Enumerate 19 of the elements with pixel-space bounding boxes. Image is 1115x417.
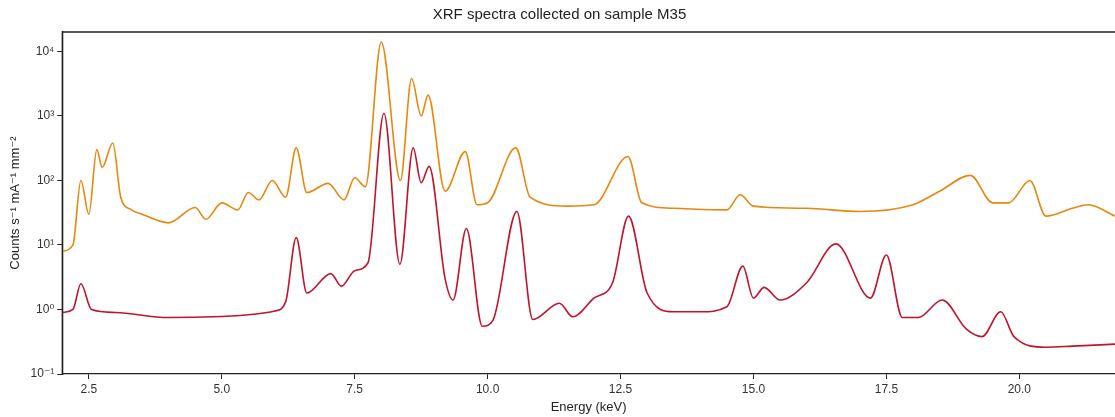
x-tick-label: 7.5 <box>346 381 364 396</box>
x-tick-label: 10.0 <box>475 381 500 396</box>
x-axis-title: Energy (keV) <box>550 398 627 414</box>
x-tick-label: 17.5 <box>874 381 899 396</box>
x-tick-label: 12.5 <box>608 381 633 396</box>
y-tick-label: 10¹ <box>36 237 55 252</box>
y-tick-label: 10² <box>36 172 55 187</box>
x-tick-label: 5.0 <box>213 381 231 396</box>
y-tick-label: 10⁻¹ <box>30 366 55 381</box>
y-tick-label: 10⁰ <box>36 301 55 316</box>
x-tick-label: 20.0 <box>1007 381 1032 396</box>
y-tick-label: 10³ <box>36 108 55 123</box>
y-axis-title: Counts s⁻¹ mA⁻¹ mm⁻² <box>7 135 23 270</box>
line-series <box>62 112 1115 349</box>
x-tick-label: 2.5 <box>80 381 98 396</box>
y-tick-label: 10⁴ <box>35 43 55 58</box>
x-tick-label: 15.0 <box>741 381 766 396</box>
line-series <box>62 41 1115 253</box>
chart-title: XRF spectra collected on sample M35 <box>432 5 687 23</box>
